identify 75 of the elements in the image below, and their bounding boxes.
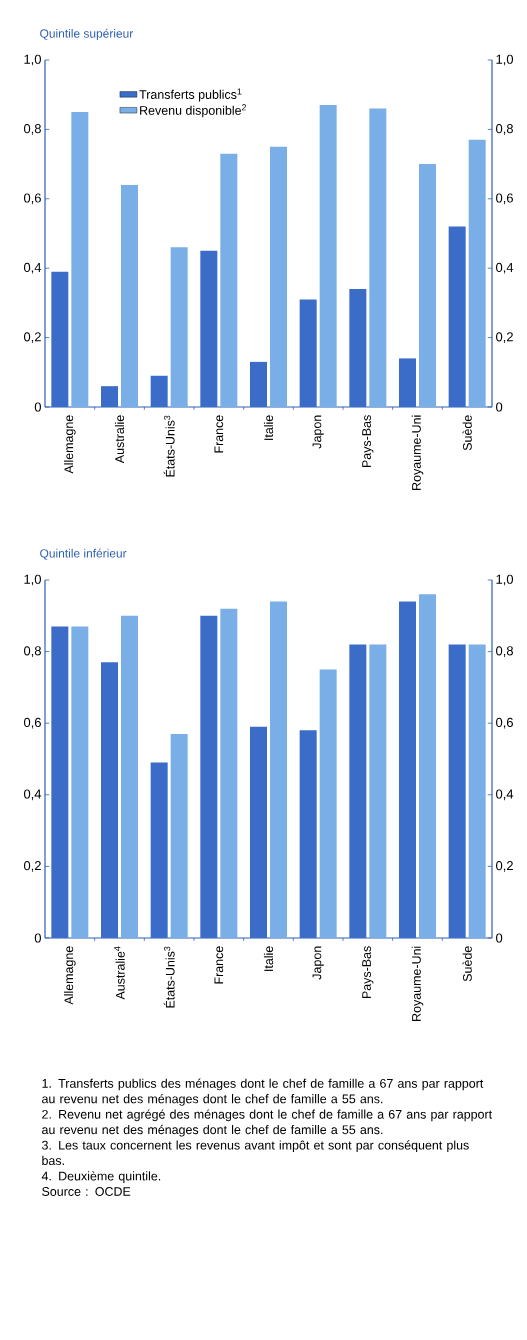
x-tick-label: Suède: [462, 415, 472, 451]
x-tick-label: Pays-Bas: [362, 415, 374, 468]
y-tick-label: 0,2: [23, 332, 41, 343]
bar: [101, 662, 118, 938]
bar: [200, 250, 218, 407]
y-tick-label: 0,8: [23, 124, 41, 135]
x-tick-label: France: [214, 946, 224, 984]
bar: [349, 289, 367, 407]
y-tick-label: 0: [34, 402, 41, 412]
bar: [121, 615, 138, 938]
bar: [200, 615, 218, 938]
bar: [150, 762, 168, 938]
bar: [399, 601, 416, 938]
y-tick-label: 0,2: [496, 861, 513, 872]
text: 4. Deuxième quintile.: [41, 1171, 161, 1183]
bar: [170, 247, 188, 407]
y-tick-label: 0,8: [496, 646, 513, 657]
text: 3. Les taux concernent les revenus avant impôt et sont par conséquent plus bas.: [41, 1140, 469, 1166]
bar: [51, 626, 69, 938]
bar: [448, 226, 466, 407]
y-tick-label: 0,4: [23, 262, 42, 274]
bar: [369, 644, 387, 938]
bar: [270, 601, 287, 938]
x-tick-label: Pays-Bas: [362, 946, 374, 999]
bar: [419, 594, 436, 938]
bar: [448, 644, 466, 938]
bar: [468, 644, 486, 938]
y-tick-label: 0,4: [496, 789, 514, 801]
bar: [250, 726, 267, 938]
bar: [270, 146, 287, 407]
x-tick-label: Italie: [263, 946, 274, 971]
bar: [71, 626, 89, 938]
text: 2. Revenu net agrégé des ménages dont le chef de famille a 67 ans par rapport au revenu net des ménages dont le chef de famille a 55 ans.: [42, 1109, 493, 1137]
bar: [299, 299, 317, 407]
bar: [419, 164, 436, 407]
bar: [250, 361, 267, 407]
x-tick-label: États-Unis$^{3}$: [163, 415, 175, 477]
chart-title: Quintile inférieur: [40, 548, 127, 560]
x-tick-label: Allemagne: [64, 415, 76, 474]
text: 1. Transferts publics des ménages dont le chef de famille a 67 ans par rapport au revenu net des ménages dont le chef de famille a 55 ans.: [42, 1078, 484, 1106]
bar: [369, 108, 387, 407]
bar: [121, 184, 138, 407]
bar: [349, 644, 367, 938]
bar: [101, 386, 118, 407]
x-tick-label: Allemagne: [64, 946, 76, 1005]
bar: [220, 608, 238, 938]
x-tick-label: Suède: [462, 946, 472, 982]
bar: [220, 153, 238, 407]
x-tick-label: France: [214, 415, 224, 453]
bar: [319, 669, 337, 938]
legend-label: Transferts publics$^{1}$: [139, 88, 242, 102]
y-tick-label: 1,0: [496, 574, 514, 586]
bar: [468, 139, 486, 407]
source-note: Source : OCDE: [42, 1187, 131, 1196]
y-tick-label: 0: [496, 933, 503, 943]
bar: [299, 730, 317, 938]
legend-label: Revenu disponible$^{2}$: [140, 104, 246, 118]
y-tick-label: 0,6: [23, 193, 41, 205]
x-tick-label: États-Unis$^{3}$: [163, 946, 175, 1008]
x-tick-label: Australie$^{4}$: [114, 946, 125, 1000]
x-tick-label: Royaume-Uni: [411, 415, 424, 490]
bar: [170, 733, 188, 938]
x-tick-label: Australie: [114, 415, 125, 464]
bar: [399, 358, 416, 407]
x-tick-label: Italie: [263, 415, 274, 440]
bar: [319, 105, 337, 407]
x-tick-label: Japon: [312, 946, 324, 980]
bar: [71, 112, 89, 407]
bar: [51, 271, 69, 407]
x-tick-label: Royaume-Uni: [411, 946, 424, 1021]
y-tick-label: 1,0: [24, 54, 41, 66]
bar: [150, 375, 168, 407]
chart-title: Quintile supérieur: [40, 28, 134, 41]
x-tick-label: Japon: [312, 415, 324, 449]
y-tick-label: 0,6: [496, 717, 513, 729]
